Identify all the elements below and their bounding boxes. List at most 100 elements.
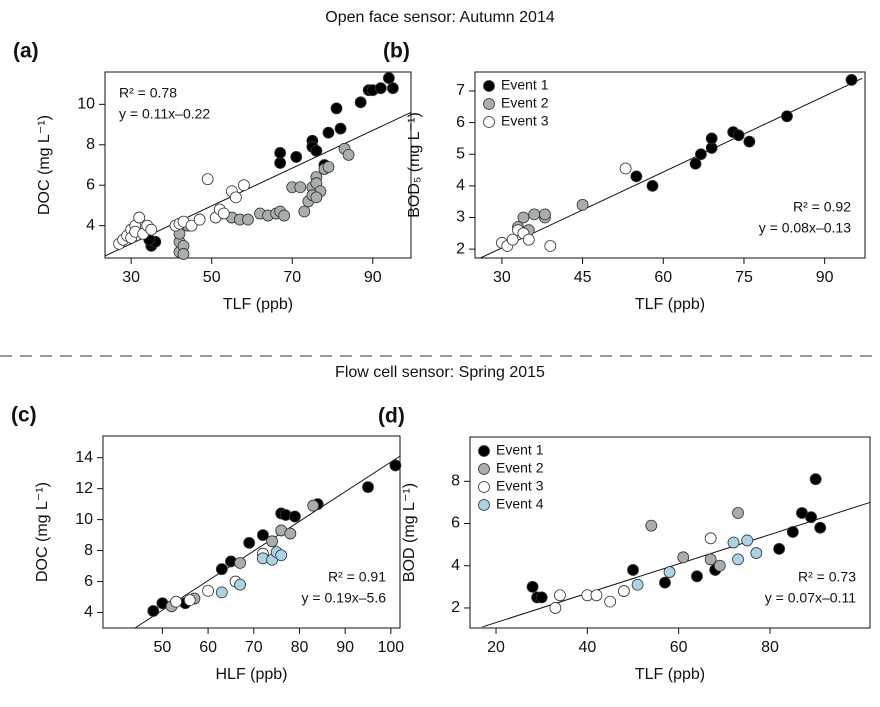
legend-label: Event 2 [501, 95, 549, 111]
point [266, 535, 278, 548]
fit-line [480, 77, 863, 259]
y-axis-label: DOC (mg L⁻¹) [36, 115, 53, 215]
y-tick-label: 5 [456, 145, 465, 162]
point [215, 586, 228, 599]
x-tick-label: 80 [291, 639, 309, 656]
y-tick-label: 12 [75, 480, 93, 497]
y-tick-label: 10 [75, 511, 93, 528]
point [535, 591, 548, 604]
point [217, 207, 230, 220]
point [727, 536, 740, 549]
point [704, 553, 717, 566]
point [243, 536, 256, 549]
point [689, 157, 702, 170]
point [374, 82, 387, 95]
y-tick-label: 6 [451, 515, 460, 532]
x-tick-label: 70 [283, 269, 301, 286]
point [193, 213, 206, 226]
x-tick-label: 75 [735, 269, 753, 286]
panel-label: (d) [378, 405, 405, 428]
point [310, 191, 323, 204]
y-tick-label: 8 [86, 136, 95, 153]
annotation: R² = 0.91 [328, 569, 386, 585]
legend-label: Event 4 [496, 496, 544, 512]
point [526, 580, 539, 593]
point [741, 534, 754, 547]
annotation: R² = 0.92 [793, 199, 851, 215]
y-tick-label: 10 [77, 96, 95, 113]
x-tick-label: 90 [364, 269, 382, 286]
legend-marker [483, 80, 495, 92]
y-tick-label: 4 [86, 217, 95, 234]
annotation: y = 0.11x–0.22 [119, 106, 210, 122]
point [677, 551, 690, 564]
point [705, 132, 718, 145]
point [310, 144, 323, 157]
point [278, 209, 291, 222]
x-tick-label: 90 [336, 639, 354, 656]
plot-frame [469, 436, 871, 629]
y-axis-label: BOD (mg L⁻¹) [401, 483, 418, 582]
point [133, 211, 146, 224]
point [215, 563, 228, 576]
point [290, 151, 303, 163]
x-tick-label: 30 [122, 269, 140, 286]
x-axis-label: TLF (ppb) [223, 296, 293, 313]
point [554, 589, 566, 602]
point [695, 148, 707, 161]
point [549, 602, 562, 614]
x-tick-label: 70 [245, 639, 263, 656]
point [814, 521, 827, 534]
point [334, 122, 347, 135]
point [307, 499, 320, 512]
point [539, 208, 551, 221]
point [234, 578, 246, 591]
x-tick-label: 30 [493, 269, 511, 286]
legend-marker [478, 463, 490, 475]
legend-label: Event 3 [496, 478, 544, 494]
point [732, 553, 744, 566]
legend-marker [478, 481, 490, 493]
y-tick-label: 6 [86, 176, 95, 193]
point [646, 179, 659, 192]
y-tick-label: 2 [451, 599, 460, 616]
point [294, 181, 307, 194]
y-tick-label: 2 [456, 240, 465, 257]
point [522, 233, 535, 246]
point [238, 179, 250, 192]
point [659, 576, 671, 589]
x-tick-label: 60 [199, 639, 217, 656]
y-tick-label: 7 [456, 82, 465, 99]
panel-label: (a) [13, 40, 39, 63]
point [275, 549, 288, 562]
y-tick-label: 3 [456, 209, 465, 226]
point [630, 170, 643, 183]
x-axis-label: TLF (ppb) [635, 666, 705, 683]
annotation: y = 0.19x–5.6 [302, 590, 387, 606]
plot-frame [104, 71, 412, 259]
y-tick-label: 4 [456, 177, 465, 194]
point [145, 223, 158, 236]
y-axis-label: DOC (mg L⁻¹) [34, 482, 51, 582]
point [506, 233, 519, 246]
point [743, 135, 756, 148]
point [362, 481, 374, 493]
point [289, 510, 301, 523]
point [229, 191, 242, 204]
legend-label: Event 2 [496, 460, 544, 476]
point [177, 248, 190, 260]
y-tick-label: 8 [84, 542, 93, 559]
x-tick-label: 80 [761, 639, 779, 656]
y-tick-label: 6 [84, 573, 93, 590]
x-tick-label: 50 [154, 639, 172, 656]
point [234, 557, 246, 569]
point [732, 129, 745, 142]
point [242, 213, 254, 226]
point [732, 507, 744, 519]
point [713, 559, 726, 572]
y-tick-label: 4 [451, 557, 460, 574]
point [342, 148, 355, 161]
point [590, 589, 603, 602]
point [691, 570, 703, 583]
point [645, 519, 658, 532]
